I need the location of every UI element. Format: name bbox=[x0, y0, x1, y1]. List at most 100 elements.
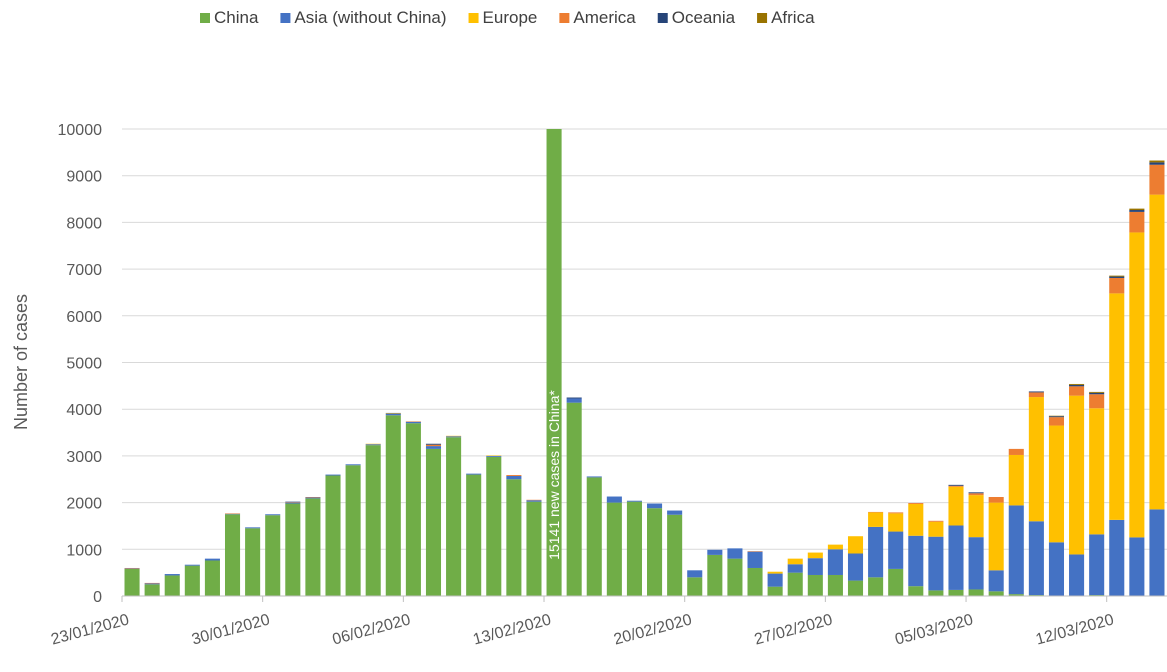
bar-china bbox=[667, 514, 683, 596]
bar-asia-without-china bbox=[526, 500, 542, 502]
bar-oceania bbox=[1028, 391, 1044, 393]
bar-america bbox=[908, 503, 924, 505]
bar-asia-without-china bbox=[305, 497, 321, 499]
bar-china bbox=[184, 565, 200, 596]
bar-africa bbox=[1089, 391, 1105, 393]
bar-europe bbox=[827, 544, 843, 550]
bar-china bbox=[526, 501, 542, 596]
bar-africa bbox=[1129, 208, 1145, 211]
bar-asia-without-china bbox=[265, 514, 281, 516]
bar-asia-without-china bbox=[747, 551, 763, 568]
y-tick-label: 1000 bbox=[66, 542, 102, 559]
bar-europe bbox=[847, 536, 864, 554]
bar-china bbox=[928, 590, 944, 596]
bar-asia-without-china bbox=[827, 549, 843, 575]
legend-item-label: Africa bbox=[771, 8, 815, 27]
bar-china bbox=[325, 475, 341, 596]
bar-asia-without-china bbox=[365, 444, 381, 446]
bar-asia-without-china bbox=[1069, 554, 1085, 596]
bar-asia-without-china bbox=[1109, 519, 1125, 596]
legend-item-label: Asia (without China) bbox=[294, 8, 446, 27]
y-tick-label: 7000 bbox=[66, 262, 102, 279]
y-tick-label: 8000 bbox=[66, 215, 102, 232]
x-tick-label: 12/03/2020 bbox=[1034, 611, 1116, 648]
bar-asia-without-china bbox=[164, 574, 180, 576]
bar-asia-without-china bbox=[647, 503, 663, 509]
bar-asia-without-china bbox=[204, 558, 220, 561]
annotations: 15141 new cases in China* bbox=[546, 390, 562, 560]
bar-china bbox=[767, 586, 783, 596]
bar-china bbox=[747, 567, 763, 596]
bar-america bbox=[988, 496, 1004, 503]
bar-china bbox=[405, 423, 421, 596]
legend: China Asia (without China) Europe America Oc… bbox=[200, 8, 815, 27]
bar-asia-without-china bbox=[1048, 542, 1065, 596]
bar-africa bbox=[1149, 160, 1165, 163]
annotation-label: 15141 new cases in China* bbox=[546, 390, 562, 560]
legend-swatch bbox=[657, 13, 668, 23]
bar-china bbox=[466, 474, 482, 596]
bar-china bbox=[425, 448, 442, 596]
bar-asia-without-china bbox=[767, 573, 783, 587]
bar-europe bbox=[1008, 454, 1024, 506]
bar-asia-without-china bbox=[405, 421, 421, 424]
x-tick-label: 20/02/2020 bbox=[612, 611, 694, 648]
bar-europe bbox=[767, 571, 783, 574]
bar-oceania bbox=[968, 492, 984, 494]
bar-asia-without-china bbox=[868, 526, 884, 578]
legend-item-label: Oceania bbox=[672, 8, 736, 27]
bar-america bbox=[1028, 392, 1044, 398]
bar-china bbox=[345, 465, 361, 596]
bar-europe bbox=[968, 495, 984, 538]
y-axis-title: Number of cases bbox=[11, 294, 31, 430]
bar-asia-without-china bbox=[325, 474, 341, 476]
bar-china bbox=[606, 502, 622, 596]
bar-asia-without-china bbox=[908, 535, 924, 587]
y-tick-label: 0 bbox=[93, 589, 102, 606]
bar-asia-without-china bbox=[446, 436, 462, 438]
legend-item-label: America bbox=[573, 8, 636, 27]
bar-asia-without-china bbox=[1089, 534, 1105, 596]
bar-asia-without-china bbox=[425, 446, 442, 449]
bar-asia-without-china bbox=[928, 536, 944, 591]
bar-asia-without-china bbox=[606, 496, 622, 503]
bar-china bbox=[847, 580, 864, 596]
bar-europe bbox=[1028, 397, 1044, 522]
bar-china bbox=[144, 584, 160, 596]
legend-item-label: China bbox=[214, 8, 259, 27]
bar-asia-without-china bbox=[1028, 521, 1044, 596]
bar-asia-without-china bbox=[506, 475, 522, 480]
bar-china bbox=[446, 437, 462, 596]
bar-america bbox=[425, 444, 442, 447]
bar-europe bbox=[1048, 425, 1065, 543]
bar-europe bbox=[988, 502, 1004, 571]
bar-china bbox=[245, 528, 261, 596]
bar-asia-without-china bbox=[586, 476, 602, 478]
y-tick-label: 4000 bbox=[66, 402, 102, 419]
bar-europe bbox=[1109, 293, 1125, 520]
bar-china bbox=[204, 560, 220, 596]
bar-china bbox=[285, 503, 301, 596]
bar-africa bbox=[1069, 383, 1085, 385]
bar-oceania bbox=[425, 443, 442, 445]
legend-item-label: Europe bbox=[483, 8, 538, 27]
bar-china bbox=[305, 498, 321, 596]
y-tick-label: 6000 bbox=[66, 309, 102, 326]
bar-oceania bbox=[1048, 416, 1065, 418]
bar-china bbox=[908, 586, 924, 596]
bar-oceania bbox=[1089, 392, 1105, 395]
bar-asia-without-china bbox=[1008, 505, 1024, 595]
bar-china bbox=[647, 508, 663, 596]
legend-swatch bbox=[757, 13, 768, 23]
bar-china bbox=[968, 589, 984, 596]
bar-asia-without-china bbox=[707, 549, 723, 555]
bar-china bbox=[385, 415, 401, 596]
bar-europe bbox=[1149, 194, 1165, 510]
bar-america bbox=[948, 485, 964, 487]
bar-asia-without-china bbox=[144, 583, 160, 585]
bar-china bbox=[566, 402, 582, 596]
x-axis: 23/01/2020 30/01/2020 06/02/2020 13/02/2020… bbox=[49, 595, 1167, 649]
x-tick-label: 06/02/2020 bbox=[331, 611, 413, 648]
y-tick-label: 9000 bbox=[66, 169, 102, 186]
bar-china bbox=[868, 577, 884, 596]
